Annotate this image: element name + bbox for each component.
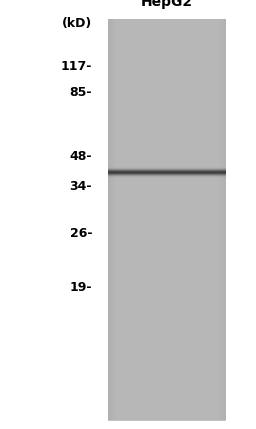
Text: 117-: 117- [61,60,92,73]
Text: 85-: 85- [70,86,92,99]
Text: 26-: 26- [70,227,92,240]
Text: 48-: 48- [70,150,92,163]
Text: HepG2: HepG2 [140,0,193,9]
Text: 19-: 19- [70,281,92,294]
Bar [108,19,225,420]
Text: (kD): (kD) [62,17,92,30]
Text: 34-: 34- [70,180,92,193]
